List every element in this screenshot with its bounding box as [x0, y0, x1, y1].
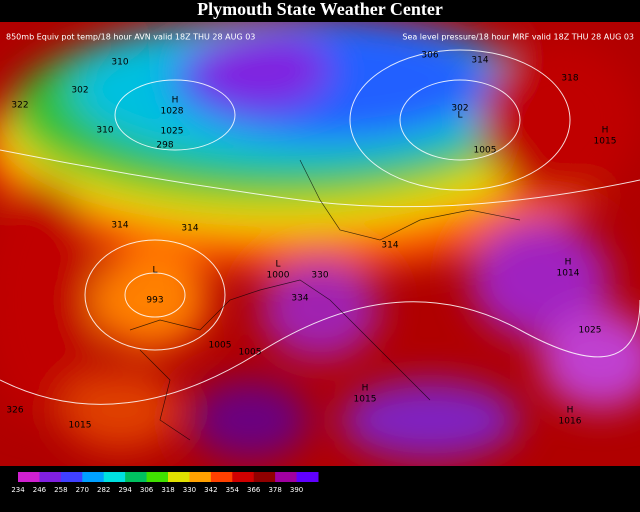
- subtitle-right: Sea level pressure/18 hour MRF valid 18Z…: [402, 33, 634, 42]
- map-label: L: [457, 111, 462, 121]
- map-label: 314: [471, 56, 488, 66]
- colorbar-cell: [103, 472, 126, 482]
- map-label: 1025: [579, 326, 602, 336]
- title: Plymouth State Weather Center: [197, 0, 443, 19]
- map-label: 1014: [557, 269, 580, 279]
- map-label: 1015: [594, 137, 617, 147]
- colorbar-label: 294: [118, 486, 132, 494]
- colorbar-label: 342: [204, 486, 217, 494]
- map-label: 1028: [161, 107, 184, 117]
- colorbar-label: 270: [76, 486, 89, 494]
- map-label: L: [152, 266, 157, 276]
- map-label: 298: [156, 141, 173, 151]
- colorbar-label: 366: [247, 486, 261, 494]
- map-label: H: [565, 258, 572, 268]
- map-label: 310: [96, 126, 113, 136]
- map-field: [0, 22, 640, 466]
- colorbar-cell: [275, 472, 298, 482]
- colorbar-label: 390: [290, 486, 303, 494]
- map-label: 302: [71, 86, 88, 96]
- map-label: 326: [6, 406, 23, 416]
- map-label: H: [602, 126, 609, 136]
- map-label: 318: [561, 74, 578, 84]
- map-label: 302: [451, 104, 468, 114]
- map-labels: H10281025L993L1000H1015H1014H1015H1016L1…: [6, 51, 616, 431]
- map-label: 1016: [559, 417, 582, 427]
- colorbar-cell: [146, 472, 169, 482]
- map-label: 1000: [267, 271, 290, 281]
- map-label: H: [567, 406, 574, 416]
- colorbar-cell: [189, 472, 212, 482]
- colorbar-cell: [253, 472, 276, 482]
- colorbar-label: 306: [140, 486, 154, 494]
- colorbar-label: 246: [33, 486, 47, 494]
- map-label: 1015: [354, 395, 377, 405]
- map-label: 330: [311, 271, 328, 281]
- subtitle-left: 850mb Equiv pot temp/18 hour AVN valid 1…: [6, 33, 255, 42]
- map-label: 993: [146, 296, 163, 306]
- map-label: 1005: [239, 348, 262, 358]
- colorbar: 234 246 258 270 282 294 306 318 330 342 354 366 378 3…: [11, 472, 319, 494]
- colorbar-label: 258: [54, 486, 67, 494]
- map-label: L: [275, 260, 280, 270]
- colorbar-cell: [232, 472, 255, 482]
- map-label: 314: [181, 224, 198, 234]
- colorbar-cell: [18, 472, 40, 482]
- map-label: 322: [11, 101, 28, 111]
- colorbar-cell: [82, 472, 105, 482]
- map-label: 1005: [474, 146, 497, 156]
- map-label: H: [362, 384, 369, 394]
- map-label: 306: [421, 51, 438, 61]
- map-label: 1005: [209, 341, 232, 351]
- map-label: 314: [381, 241, 398, 251]
- colorbar-label: 282: [97, 486, 110, 494]
- colorbar-label: 354: [226, 486, 240, 494]
- colorbar-cell: [168, 472, 190, 482]
- colorbar-cell: [210, 472, 233, 482]
- map-label: 310: [111, 58, 128, 68]
- map-label: 314: [111, 221, 128, 231]
- map-label: 1025: [161, 127, 184, 137]
- colorbar-label: 234: [11, 486, 25, 494]
- colorbar-cell: [60, 472, 83, 482]
- map-label: H: [172, 96, 179, 106]
- colorbar-label: 318: [161, 486, 174, 494]
- colorbar-cell: [296, 472, 319, 482]
- map-label: 334: [291, 294, 308, 304]
- colorbar-label: 378: [268, 486, 281, 494]
- colorbar-cell: [39, 472, 62, 482]
- colorbar-cell: [125, 472, 148, 482]
- colorbar-label: 330: [183, 486, 196, 494]
- map-label: 1015: [69, 421, 92, 431]
